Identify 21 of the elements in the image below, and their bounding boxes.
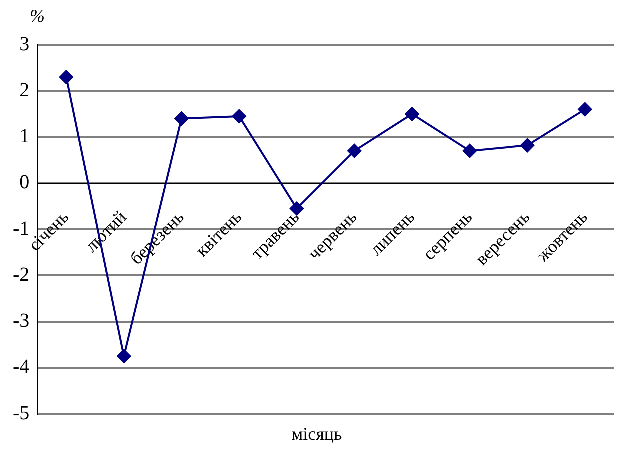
y-tick-label: -3 — [12, 310, 30, 332]
point — [59, 70, 74, 84]
point — [578, 102, 592, 117]
point — [520, 138, 535, 153]
point — [405, 107, 420, 122]
y-tick-label: 2 — [20, 79, 30, 102]
point — [117, 349, 132, 364]
point — [462, 144, 477, 158]
y-tick-label: 1 — [20, 126, 30, 148]
x-axis-title: місяць — [290, 424, 344, 445]
y-tick-label: -5 — [12, 402, 30, 424]
point — [290, 202, 304, 216]
y-axis-title: % — [30, 6, 45, 27]
y-tick-label: 0 — [20, 172, 30, 194]
point — [348, 144, 362, 158]
y-tick-label: -1 — [12, 218, 30, 240]
y-tick-label: -2 — [12, 264, 30, 286]
y-tick-label: 3 — [20, 33, 30, 56]
y-tick-label: -4 — [12, 356, 30, 378]
point — [174, 112, 189, 126]
point — [232, 109, 246, 124]
